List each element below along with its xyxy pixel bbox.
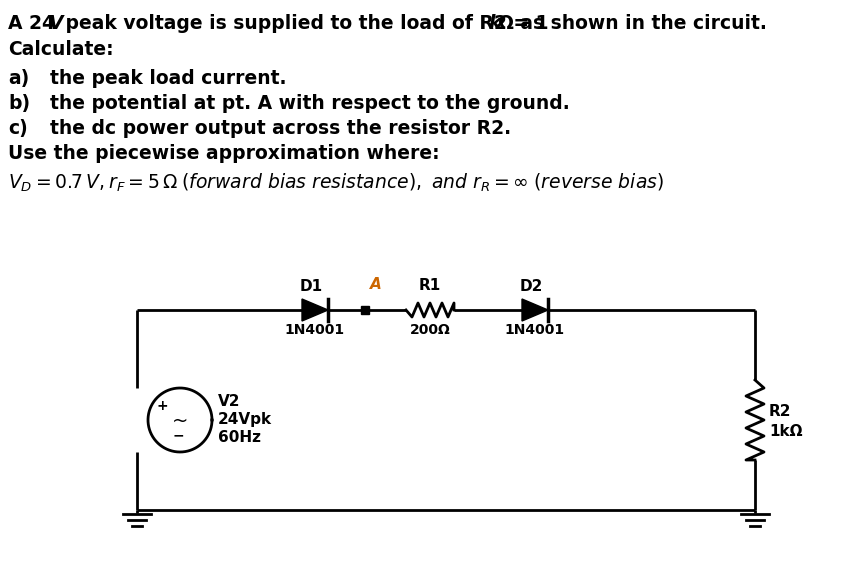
Text: V2: V2: [218, 394, 240, 409]
Text: the peak load current.: the peak load current.: [50, 69, 286, 88]
Polygon shape: [522, 299, 548, 321]
Text: the potential at pt. A with respect to the ground.: the potential at pt. A with respect to t…: [50, 94, 569, 113]
Text: A: A: [370, 277, 382, 292]
Text: Calculate:: Calculate:: [8, 40, 114, 59]
Text: peak voltage is supplied to the load of R2 = 1: peak voltage is supplied to the load of …: [59, 14, 555, 33]
Polygon shape: [302, 299, 328, 321]
Text: R1: R1: [419, 278, 441, 293]
Text: k: k: [488, 14, 501, 33]
Text: the dc power output across the resistor R2.: the dc power output across the resistor …: [50, 119, 511, 138]
Text: a): a): [8, 69, 30, 88]
Text: Use the piecewise approximation where:: Use the piecewise approximation where:: [8, 144, 439, 163]
Text: V: V: [49, 14, 63, 33]
Text: R2: R2: [769, 404, 792, 419]
Text: $V_D = 0.7\,V, r_F = 5\,\Omega\;(forward\ bias\ resistance),\ and\ r_R = \infty\: $V_D = 0.7\,V, r_F = 5\,\Omega\;(forward…: [8, 172, 664, 194]
Text: 60Hz: 60Hz: [218, 430, 261, 445]
Text: D1: D1: [299, 279, 323, 294]
Text: A 24: A 24: [8, 14, 62, 33]
Text: Ω as shown in the circuit.: Ω as shown in the circuit.: [498, 14, 766, 33]
Text: 24Vpk: 24Vpk: [218, 412, 273, 427]
Text: b): b): [8, 94, 30, 113]
Text: 200Ω: 200Ω: [410, 323, 450, 337]
Text: 1N4001: 1N4001: [285, 323, 345, 337]
Text: D2: D2: [519, 279, 542, 294]
Text: −: −: [172, 428, 184, 442]
Text: 1kΩ: 1kΩ: [769, 424, 803, 439]
Text: ~: ~: [172, 412, 188, 430]
Text: +: +: [156, 399, 168, 413]
Text: 1N4001: 1N4001: [505, 323, 565, 337]
Text: c): c): [8, 119, 28, 138]
